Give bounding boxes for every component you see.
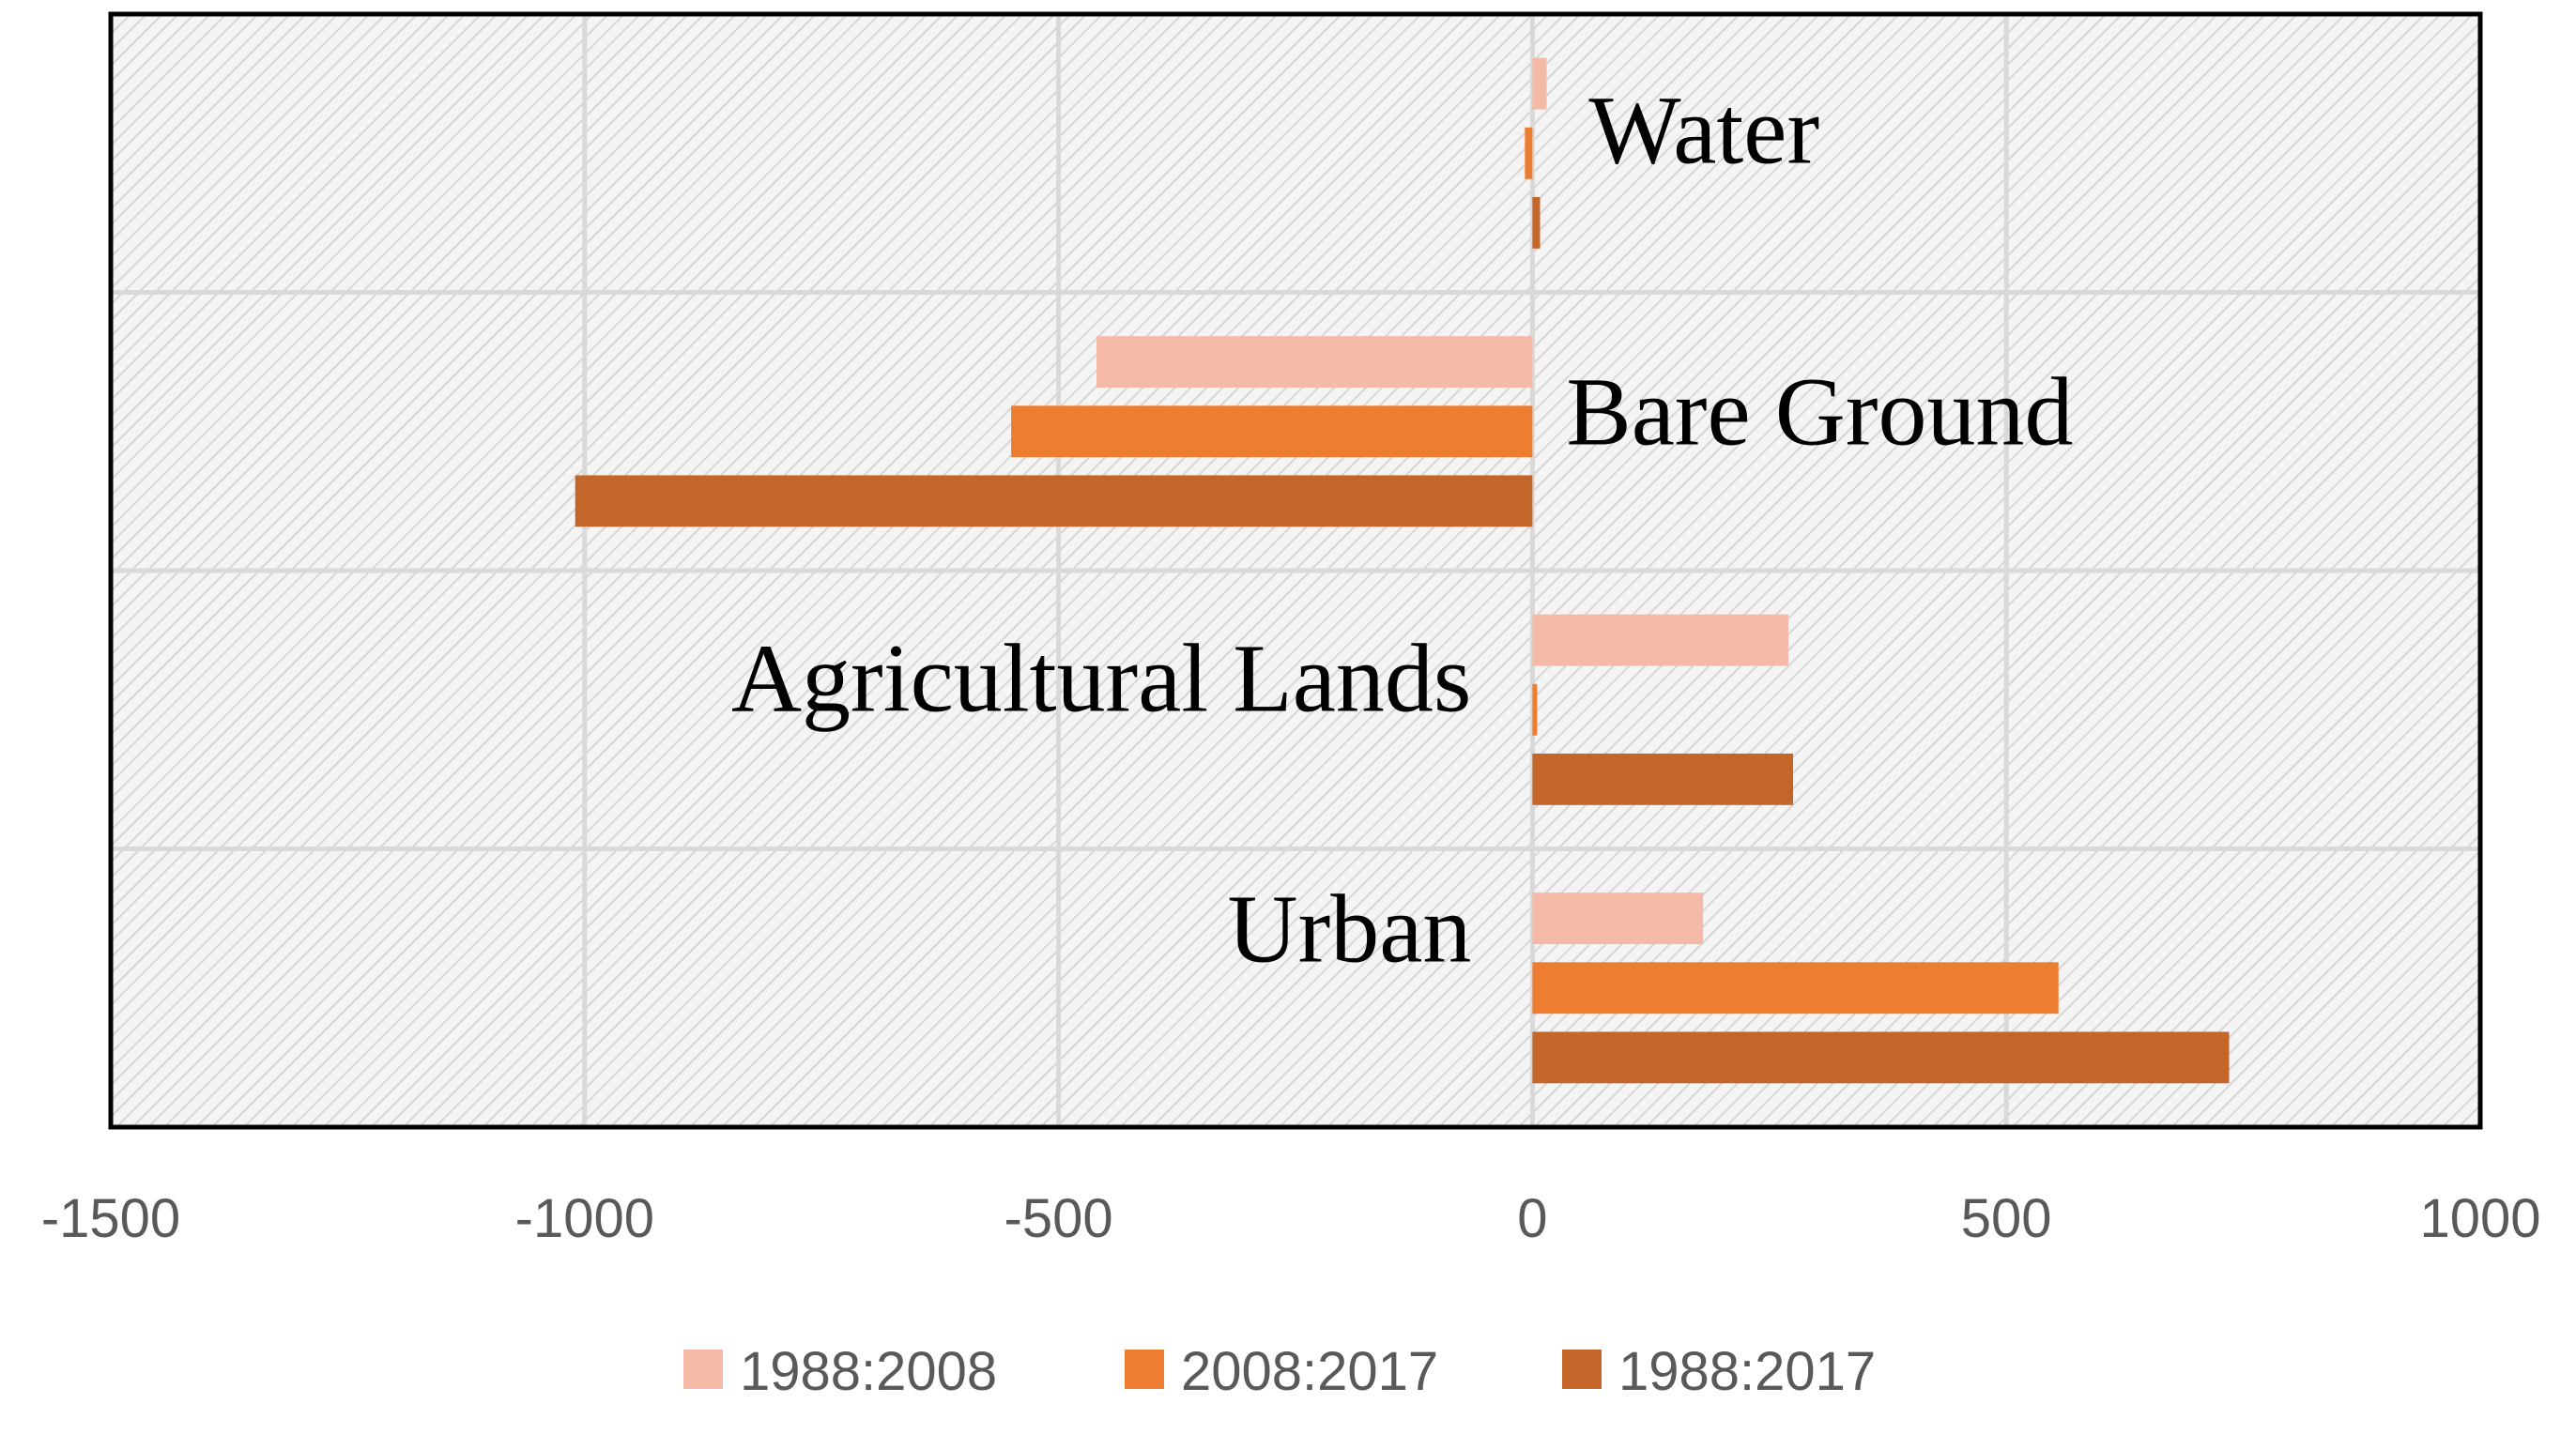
bar-urban-1988-2008 <box>1532 892 1704 945</box>
legend-swatch <box>683 1350 723 1389</box>
bar-water-1988-2008 <box>1532 57 1547 110</box>
legend-swatch <box>1125 1350 1164 1389</box>
legend-label: 1988:2017 <box>1618 1341 1876 1402</box>
category-label: Bare Ground <box>1566 358 2073 466</box>
bar-agricultural-lands-1988-2017 <box>1532 753 1794 805</box>
plot-frame <box>108 11 2483 1130</box>
bar-water-1988-2017 <box>1532 196 1541 249</box>
bars <box>575 57 2230 1084</box>
category-label: Agricultural Lands <box>731 625 1471 733</box>
category-label: Urban <box>1227 875 1471 983</box>
bar-bare-ground-1988-2008 <box>1096 336 1533 389</box>
x-tick-label: 0 <box>1517 1188 1547 1249</box>
legend-label: 1988:2008 <box>740 1341 997 1402</box>
bar-urban-1988-2017 <box>1532 1031 2230 1084</box>
category-label: Water <box>1588 77 1819 185</box>
bar-agricultural-lands-2008-2017 <box>1532 683 1538 736</box>
bar-bare-ground-2008-2017 <box>1011 405 1533 458</box>
legend-swatch <box>1562 1350 1602 1389</box>
x-tick-label: 500 <box>1961 1188 2052 1249</box>
x-axis-ticks: -1500 -1000 -500 0 500 1000 <box>41 1188 2541 1249</box>
x-tick-label: -1500 <box>41 1188 180 1249</box>
x-tick-label: -1000 <box>515 1188 654 1249</box>
bar-agricultural-lands-1988-2008 <box>1532 614 1788 666</box>
legend-label: 2008:2017 <box>1181 1341 1438 1402</box>
x-tick-label: 1000 <box>2419 1188 2540 1249</box>
bar-water-2008-2017 <box>1525 127 1533 179</box>
x-tick-label: -500 <box>1004 1188 1113 1249</box>
bar-bare-ground-1988-2017 <box>575 475 1533 527</box>
legend: 1988:2008 2008:2017 1988:2017 <box>683 1341 1876 1402</box>
bar-urban-2008-2017 <box>1532 962 2059 1014</box>
category-labels: Water Bare Ground Agricultural Lands Urban <box>731 77 2073 984</box>
